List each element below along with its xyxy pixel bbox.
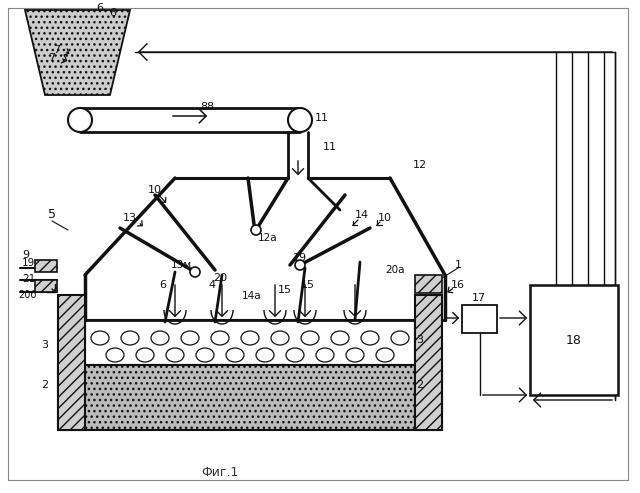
Text: 18: 18 (566, 333, 582, 347)
Text: 2: 2 (42, 380, 49, 390)
Text: 8: 8 (200, 102, 207, 112)
Bar (58, 295, 85, 430)
Bar (85, 320, 415, 365)
Ellipse shape (361, 331, 379, 345)
Bar (415, 275, 442, 293)
Text: 6: 6 (97, 3, 104, 13)
Text: 10: 10 (148, 185, 162, 195)
Bar (530, 285, 618, 395)
Circle shape (68, 108, 92, 132)
Text: 7: 7 (49, 53, 56, 63)
Text: 12a: 12a (258, 233, 278, 243)
Text: 13: 13 (123, 213, 137, 223)
Ellipse shape (91, 331, 109, 345)
Text: 21: 21 (22, 274, 35, 284)
Text: 20б: 20б (18, 290, 36, 300)
Text: 14а: 14а (242, 291, 262, 301)
Text: 3: 3 (417, 335, 424, 345)
Bar (35, 260, 57, 272)
Text: 6: 6 (109, 8, 116, 18)
Ellipse shape (286, 348, 304, 362)
Ellipse shape (181, 331, 199, 345)
Text: 7: 7 (53, 45, 61, 55)
Text: 8: 8 (207, 102, 214, 112)
Circle shape (190, 267, 200, 277)
Polygon shape (25, 10, 130, 95)
Text: 13м: 13м (171, 260, 192, 270)
Text: 6: 6 (159, 280, 166, 290)
Text: 20: 20 (213, 273, 227, 283)
Ellipse shape (376, 348, 394, 362)
Ellipse shape (256, 348, 274, 362)
Text: 11: 11 (323, 142, 337, 152)
Ellipse shape (391, 331, 409, 345)
Text: 3: 3 (42, 340, 49, 350)
Ellipse shape (301, 331, 319, 345)
Ellipse shape (121, 331, 139, 345)
Ellipse shape (106, 348, 124, 362)
Text: Фиг.1: Фиг.1 (202, 465, 239, 479)
Circle shape (288, 108, 312, 132)
Text: 16: 16 (451, 280, 465, 290)
Ellipse shape (166, 348, 184, 362)
Ellipse shape (331, 331, 349, 345)
Text: 2: 2 (417, 380, 424, 390)
Text: 11: 11 (315, 113, 329, 123)
Text: 20а: 20а (385, 265, 405, 275)
Text: 5: 5 (48, 209, 56, 221)
Text: 12: 12 (413, 160, 427, 170)
Text: 14: 14 (355, 210, 369, 220)
Ellipse shape (196, 348, 214, 362)
Text: 19: 19 (293, 253, 307, 263)
Bar (415, 295, 442, 430)
Bar (35, 280, 57, 292)
Text: 15: 15 (301, 280, 315, 290)
Circle shape (295, 260, 305, 270)
Ellipse shape (136, 348, 154, 362)
Text: 15: 15 (278, 285, 292, 295)
Text: 10: 10 (378, 213, 392, 223)
Ellipse shape (271, 331, 289, 345)
Text: 9: 9 (22, 250, 29, 260)
Text: 1: 1 (454, 260, 461, 270)
Ellipse shape (316, 348, 334, 362)
Ellipse shape (241, 331, 259, 345)
Text: 4: 4 (209, 280, 216, 290)
Ellipse shape (211, 331, 229, 345)
Bar (58, 365, 442, 430)
Circle shape (251, 225, 261, 235)
Ellipse shape (346, 348, 364, 362)
Ellipse shape (151, 331, 169, 345)
Text: 19: 19 (22, 258, 35, 268)
Ellipse shape (226, 348, 244, 362)
Text: 17: 17 (472, 293, 486, 303)
Bar (462, 305, 497, 333)
